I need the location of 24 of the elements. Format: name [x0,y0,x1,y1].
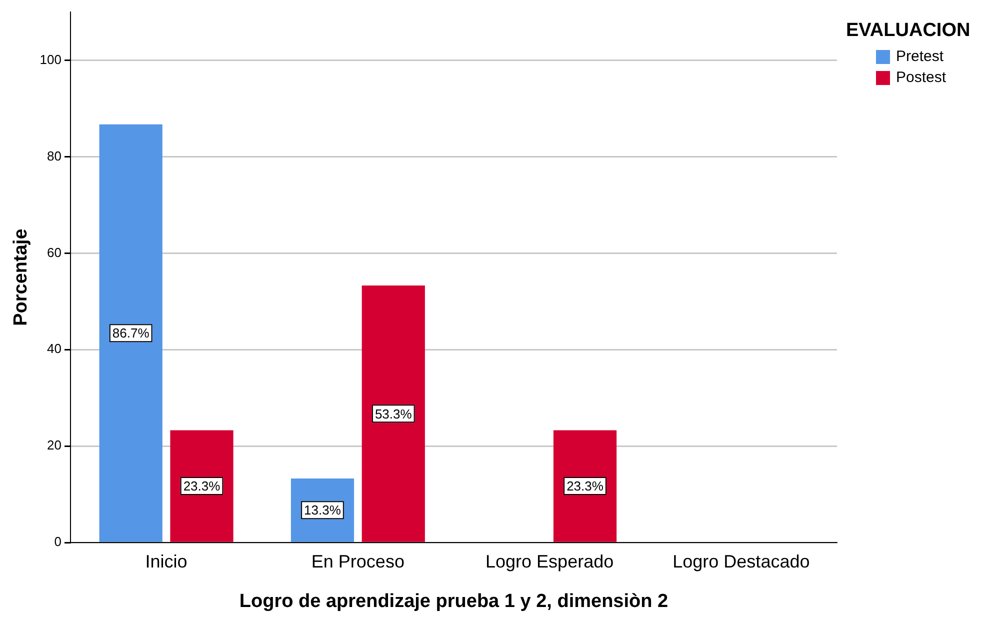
y-tick-label: 0 [54,534,62,550]
x-tick-label: Logro Destacado [672,551,810,572]
y-tick-label: 20 [47,438,62,453]
x-tick-label: En Proceso [311,551,404,572]
data-label: 53.3% [374,406,412,422]
data-label: 23.3% [183,478,221,494]
bar [553,430,617,542]
legend-title: EVALUACION [846,20,970,42]
y-tick-label: 100 [40,52,62,67]
legend-label: Pretest [896,48,944,65]
x-tick-label: Logro Esperado [486,551,614,572]
y-axis-title: Porcentaje [10,228,32,326]
data-label: 86.7% [112,326,150,341]
x-axis-title: Logro de aprendizaje prueba 1 y 2, dimensiòn 2 [239,590,668,612]
x-tick-label: Inicio [145,551,188,572]
data-label: 23.3% [566,478,604,494]
y-tick-label: 40 [47,341,62,356]
y-tick-label: 60 [47,244,62,260]
y-tick-label: 80 [47,148,62,164]
data-label: 13.3% [304,502,342,518]
bar [170,430,234,542]
bar [362,286,425,542]
bar [99,124,162,542]
legend-label: Postest [896,69,946,86]
